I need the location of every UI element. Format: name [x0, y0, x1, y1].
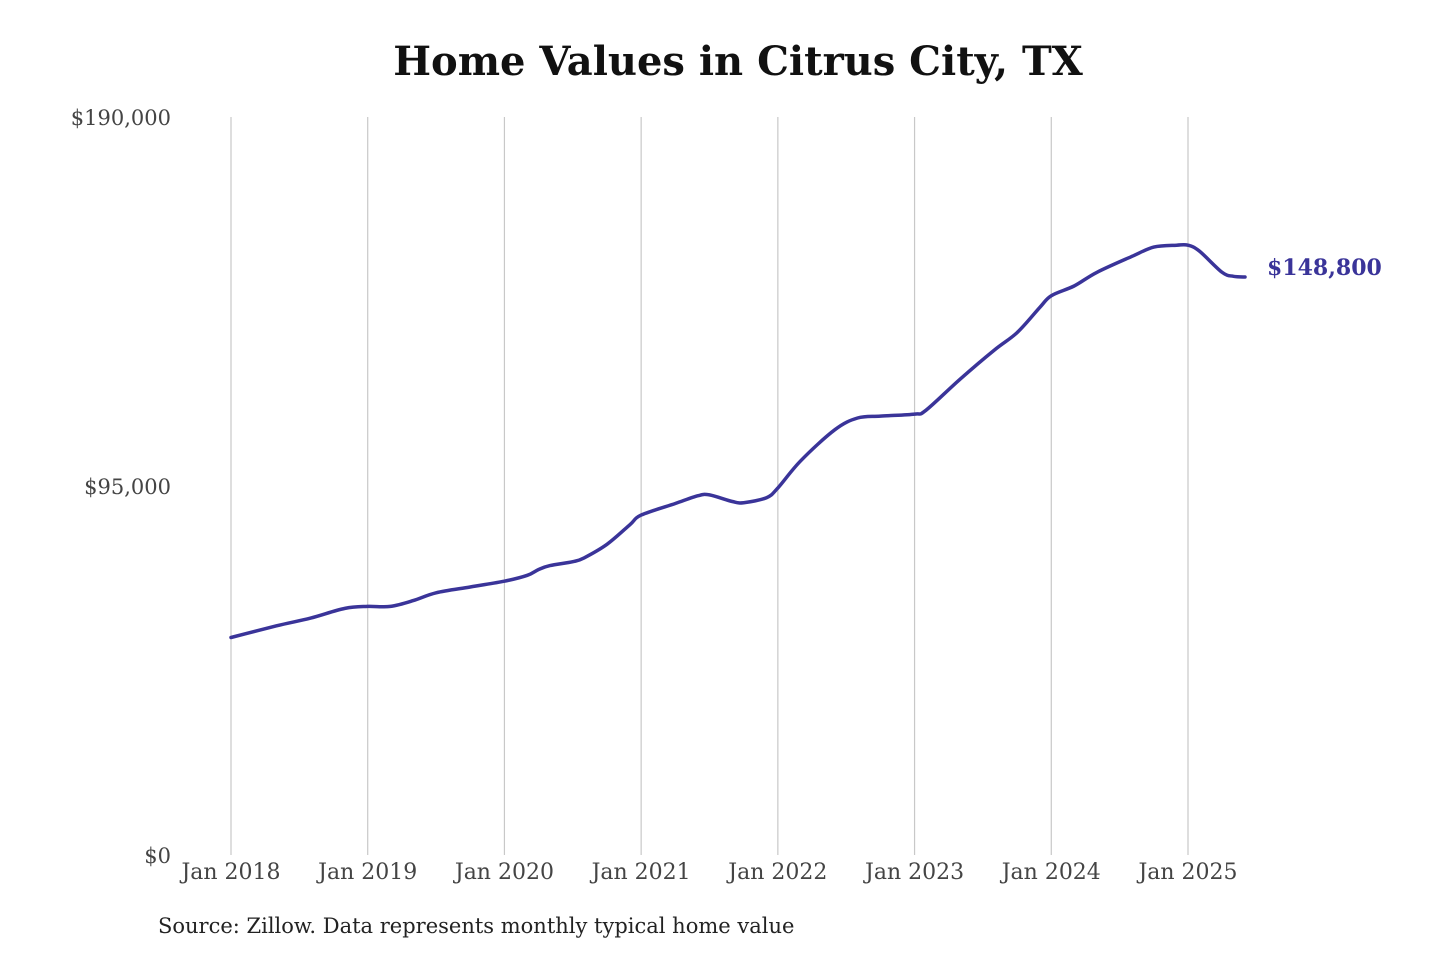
- x-tick-label: Jan 2025: [1136, 860, 1237, 885]
- x-tick-label: Jan 2019: [316, 860, 417, 885]
- x-tick-label: Jan 2021: [590, 860, 691, 885]
- chart-title: Home Values in Citrus City, TX: [393, 38, 1083, 85]
- x-axis-ticks: Jan 2018 Jan 2019 Jan 2020 Jan 2021 Jan 2022…: [179, 860, 1237, 885]
- y-tick-label: $0: [144, 844, 171, 868]
- gridlines: [230, 117, 1189, 855]
- x-tick-label: Jan 2022: [726, 860, 827, 885]
- source-note: Source: Zillow. Data represents monthly …: [158, 914, 795, 938]
- home-value-line: [229, 242, 1247, 640]
- latest-value-label: $148,800: [1267, 255, 1382, 281]
- y-axis-ticks: $0 $95,000 $190,000: [71, 106, 171, 868]
- y-tick-label: $95,000: [84, 475, 171, 499]
- x-tick-label: Jan 2023: [863, 860, 964, 885]
- x-tick-label: Jan 2018: [179, 860, 280, 885]
- x-tick-label: Jan 2020: [453, 860, 554, 885]
- y-tick-label: $190,000: [71, 106, 171, 130]
- x-tick-label: Jan 2024: [1000, 860, 1101, 885]
